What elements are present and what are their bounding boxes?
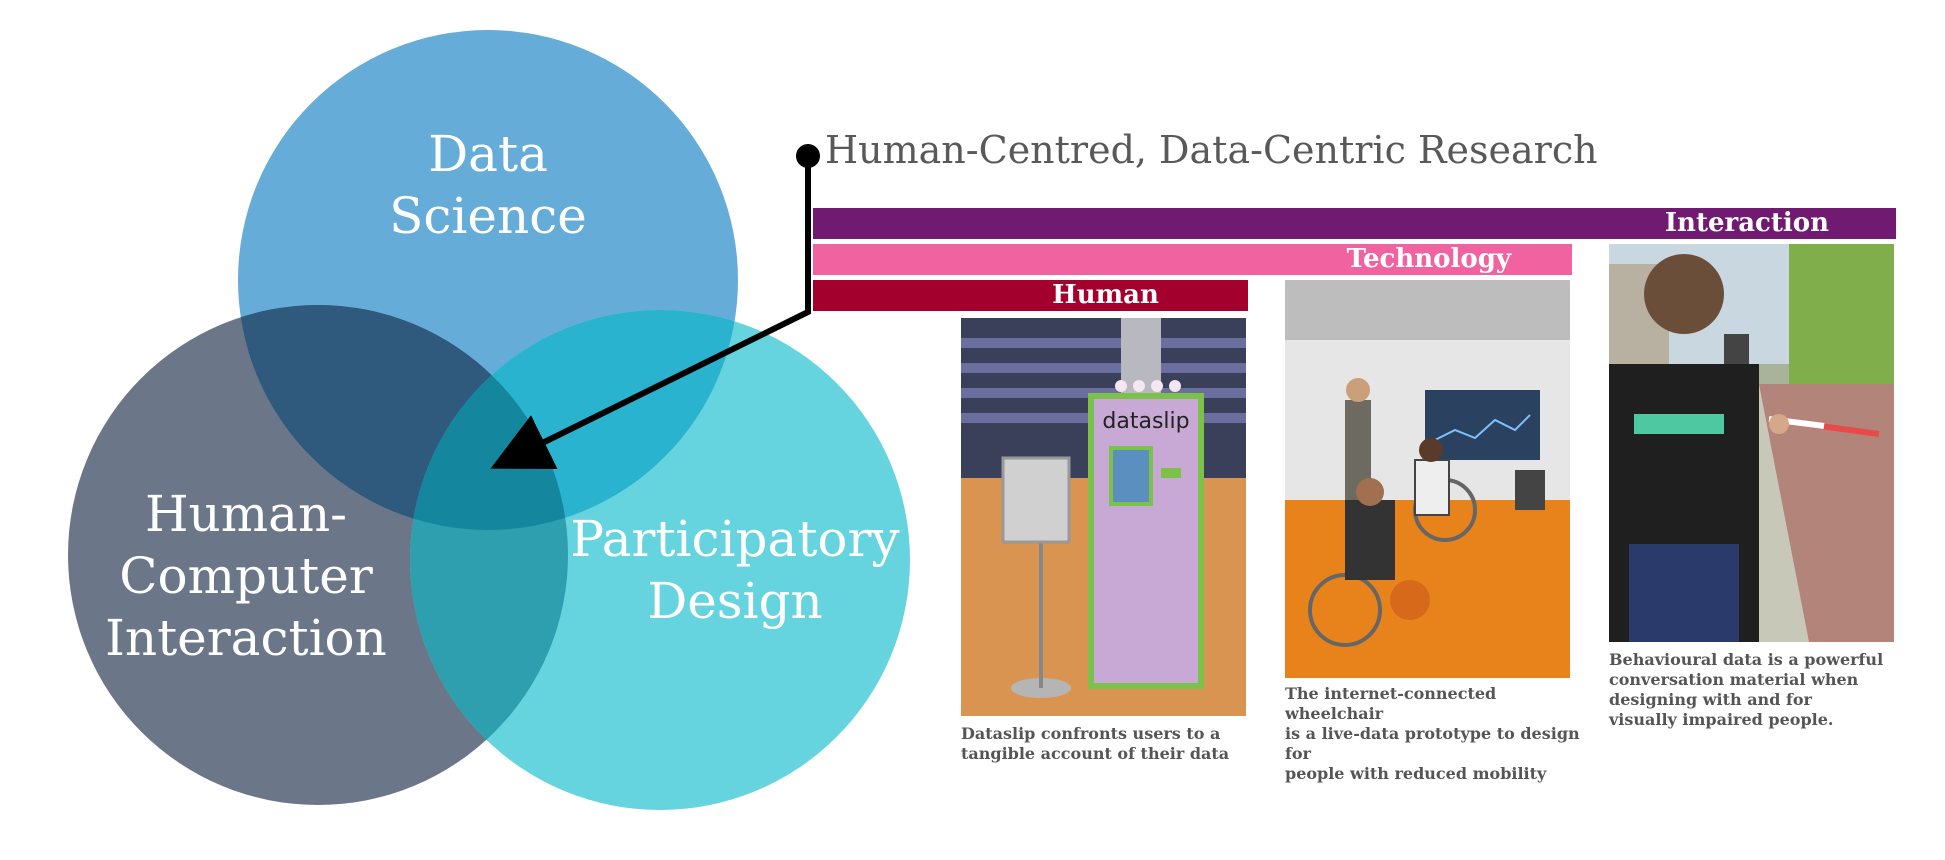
photo-behavioural [1609,244,1894,642]
headline: Human-Centred, Data-Centric Research [825,128,1598,172]
label-data-science-line1: Data [428,125,548,183]
caption-wheelchair-line2: is a live-data prototype to design for [1285,724,1580,763]
label-hci-line3: Interaction [105,609,387,667]
caption-behavioural: Behavioural data is a powerful conversat… [1609,650,1909,730]
caption-wheelchair: The internet-connected wheelchair is a l… [1285,684,1595,784]
photo-wheelchair [1285,280,1570,678]
caption-dataslip-line2: tangible account of their data [961,744,1230,763]
caption-dataslip: Dataslip confronts users to a tangible a… [961,724,1261,764]
caption-wheelchair-line3: people with reduced mobility [1285,764,1547,783]
caption-behavioural-line2: conversation material when [1609,670,1859,689]
caption-dataslip-line1: Dataslip confronts users to a [961,724,1221,743]
label-pd-line2: Design [647,572,823,630]
overlap-ds-hci [238,305,568,530]
dataslip-sign: dataslip [1102,409,1189,434]
label-data-science: Data Science [338,123,638,247]
photo-dataslip: dataslip [961,318,1246,716]
bar-human: Human [813,280,1248,311]
label-data-science-line2: Science [389,187,587,245]
caption-behavioural-line4: visually impaired people. [1609,710,1834,729]
label-hci-line2: Computer [119,547,373,605]
caption-wheelchair-line1: The internet-connected wheelchair [1285,684,1497,723]
label-hci: Human- Computer Interaction [96,483,396,669]
bar-technology: Technology [813,244,1572,275]
pointer-arrow [490,156,811,469]
label-hci-line1: Human- [144,485,348,543]
bar-interaction: Interaction [813,208,1896,239]
caption-behavioural-line1: Behavioural data is a powerful [1609,650,1884,669]
label-participatory-design: Participatory Design [565,508,905,632]
label-pd-line1: Participatory [570,510,900,568]
caption-behavioural-line3: designing with and for [1609,690,1812,709]
